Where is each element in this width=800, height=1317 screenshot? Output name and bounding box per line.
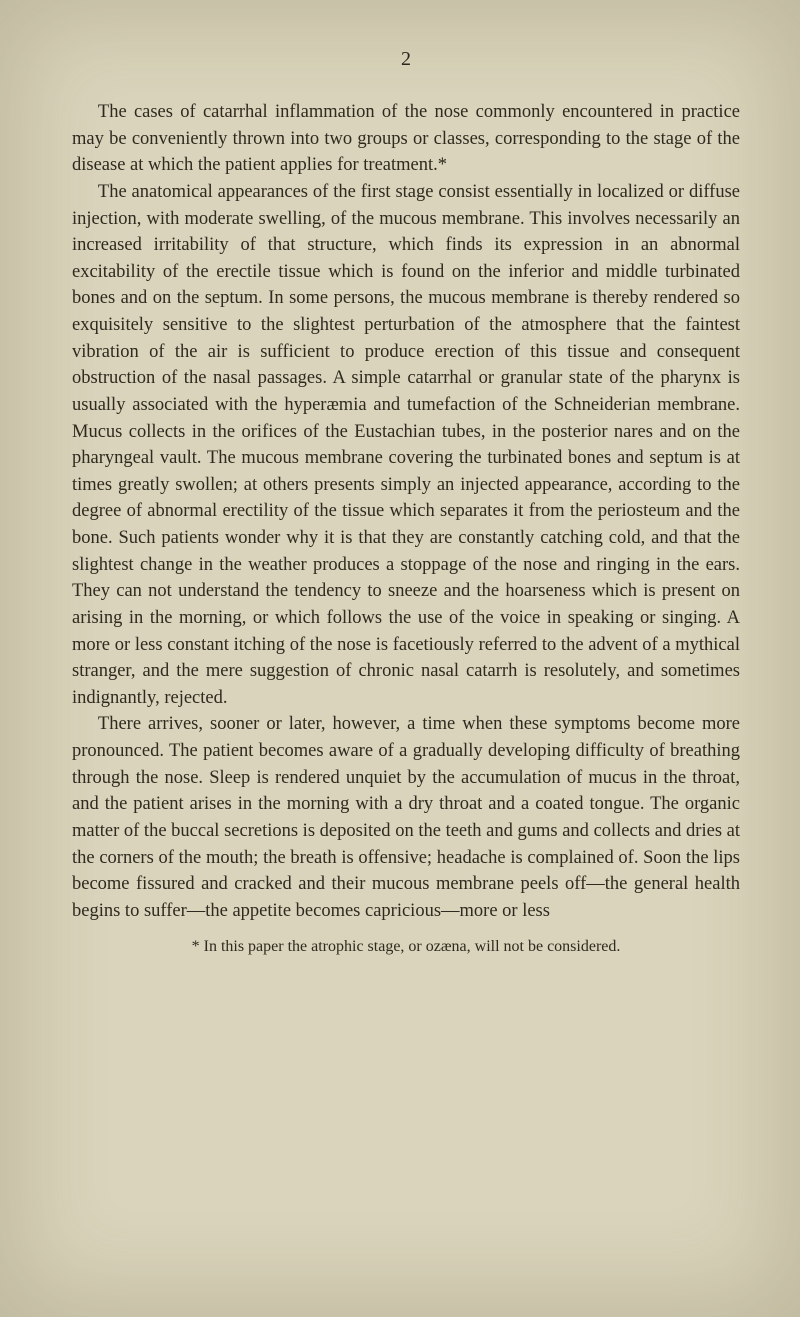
footnote: * In this paper the atrophic stage, or o… — [72, 938, 740, 956]
paragraph-1: The cases of catarrhal inflammation of t… — [72, 99, 740, 179]
body-text: The cases of catarrhal inflammation of t… — [72, 99, 740, 924]
paragraph-2: The anatomical appearances of the first … — [72, 179, 740, 712]
page-number: 2 — [72, 48, 740, 71]
paragraph-3: There arrives, sooner or later, however,… — [72, 711, 740, 924]
